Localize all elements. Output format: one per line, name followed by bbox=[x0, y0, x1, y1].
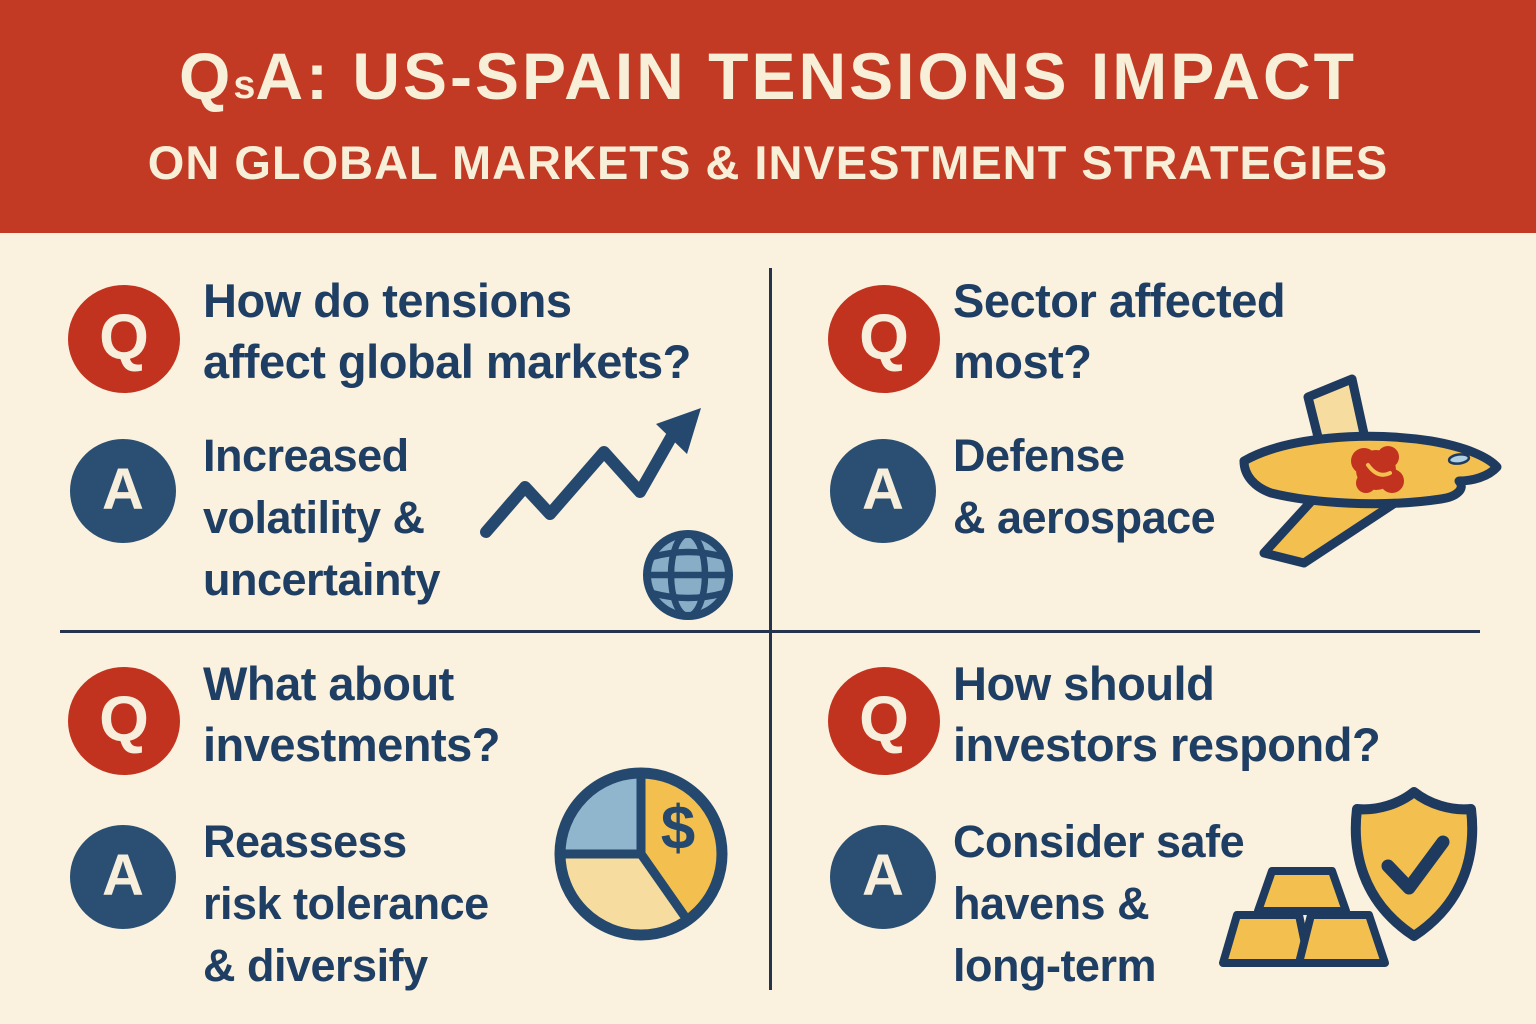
question-line: What about bbox=[203, 657, 454, 710]
answer-line: volatility & bbox=[203, 492, 425, 543]
a-letter: A bbox=[102, 456, 144, 522]
question-text: What about investments? bbox=[203, 653, 500, 775]
question-badge: Q bbox=[828, 667, 940, 775]
a-letter: A bbox=[862, 456, 904, 522]
answer-line: Consider safe bbox=[953, 816, 1245, 867]
rising-trend-arrow-icon bbox=[480, 408, 701, 538]
answer-text: Reassess risk tolerance & diversify bbox=[203, 811, 489, 997]
quadrant-investor-response: Q How should investors respond? A Consid… bbox=[771, 631, 1536, 1024]
answer-text: Defense & aerospace bbox=[953, 425, 1216, 549]
answer-text: Consider safe havens & long-term bbox=[953, 811, 1245, 997]
answer-line: & diversify bbox=[203, 940, 428, 991]
shield-check-icon bbox=[1350, 787, 1478, 941]
q-letter: Q bbox=[99, 683, 149, 755]
question-line: investments? bbox=[203, 718, 500, 771]
answer-line: Increased bbox=[203, 430, 409, 481]
quadrant-sector-affected: Q Sector affected most? A Defense & aero… bbox=[771, 233, 1536, 631]
q-letter: Q bbox=[859, 683, 909, 755]
question-line: How do tensions bbox=[203, 274, 572, 327]
question-badge: Q bbox=[68, 667, 180, 775]
a-letter: A bbox=[102, 842, 144, 908]
vertical-divider bbox=[769, 268, 772, 990]
answer-line: risk tolerance bbox=[203, 878, 489, 929]
question-badge: Q bbox=[828, 285, 940, 393]
question-line: Sector affected bbox=[953, 274, 1286, 327]
q-letter: Q bbox=[859, 301, 909, 373]
pie-chart-dollar-icon: $ bbox=[554, 767, 728, 941]
page-subtitle: ON GLOBAL MARKETS & INVESTMENT STRATEGIE… bbox=[147, 136, 1389, 189]
answer-line: Defense bbox=[953, 430, 1125, 481]
answer-text: Increased volatility & uncertainty bbox=[203, 425, 441, 611]
answer-badge: A bbox=[830, 439, 936, 543]
answer-line: Reassess bbox=[203, 816, 407, 867]
question-line: most? bbox=[953, 335, 1092, 388]
answer-badge: A bbox=[70, 439, 176, 543]
question-text: Sector affected most? bbox=[953, 270, 1286, 392]
quadrant-global-markets: Q How do tensions affect global markets?… bbox=[0, 233, 770, 631]
header-banner: QsA: US-SPAIN TENSIONS IMPACT ON GLOBAL … bbox=[0, 0, 1536, 233]
gold-bars-icon bbox=[1219, 867, 1389, 967]
horizontal-divider bbox=[60, 630, 1480, 633]
title-ampersand: s bbox=[233, 63, 256, 108]
page-title: QsA: US-SPAIN TENSIONS IMPACT bbox=[0, 36, 1536, 125]
answer-line: havens & bbox=[953, 878, 1150, 929]
title-q: Q bbox=[179, 39, 234, 113]
question-line: affect global markets? bbox=[203, 335, 691, 388]
quadrant-investments: Q What about investments? A Reassess ris… bbox=[0, 631, 770, 1024]
question-line: investors respond? bbox=[953, 718, 1381, 771]
answer-line: long-term bbox=[953, 940, 1157, 991]
answer-badge: A bbox=[830, 825, 936, 929]
answer-line: uncertainty bbox=[203, 554, 441, 605]
question-badge: Q bbox=[68, 285, 180, 393]
q-letter: Q bbox=[99, 301, 149, 373]
answer-badge: A bbox=[70, 825, 176, 929]
globe-icon bbox=[643, 530, 733, 620]
dollar-sign: $ bbox=[661, 794, 695, 863]
question-text: How do tensions affect global markets? bbox=[203, 270, 691, 392]
question-text: How should investors respond? bbox=[953, 653, 1381, 775]
question-line: How should bbox=[953, 657, 1215, 710]
answer-line: & aerospace bbox=[953, 492, 1216, 543]
a-letter: A bbox=[862, 842, 904, 908]
title-rest: A: US-SPAIN TENSIONS IMPACT bbox=[255, 39, 1357, 113]
airplane-icon bbox=[1239, 374, 1502, 568]
